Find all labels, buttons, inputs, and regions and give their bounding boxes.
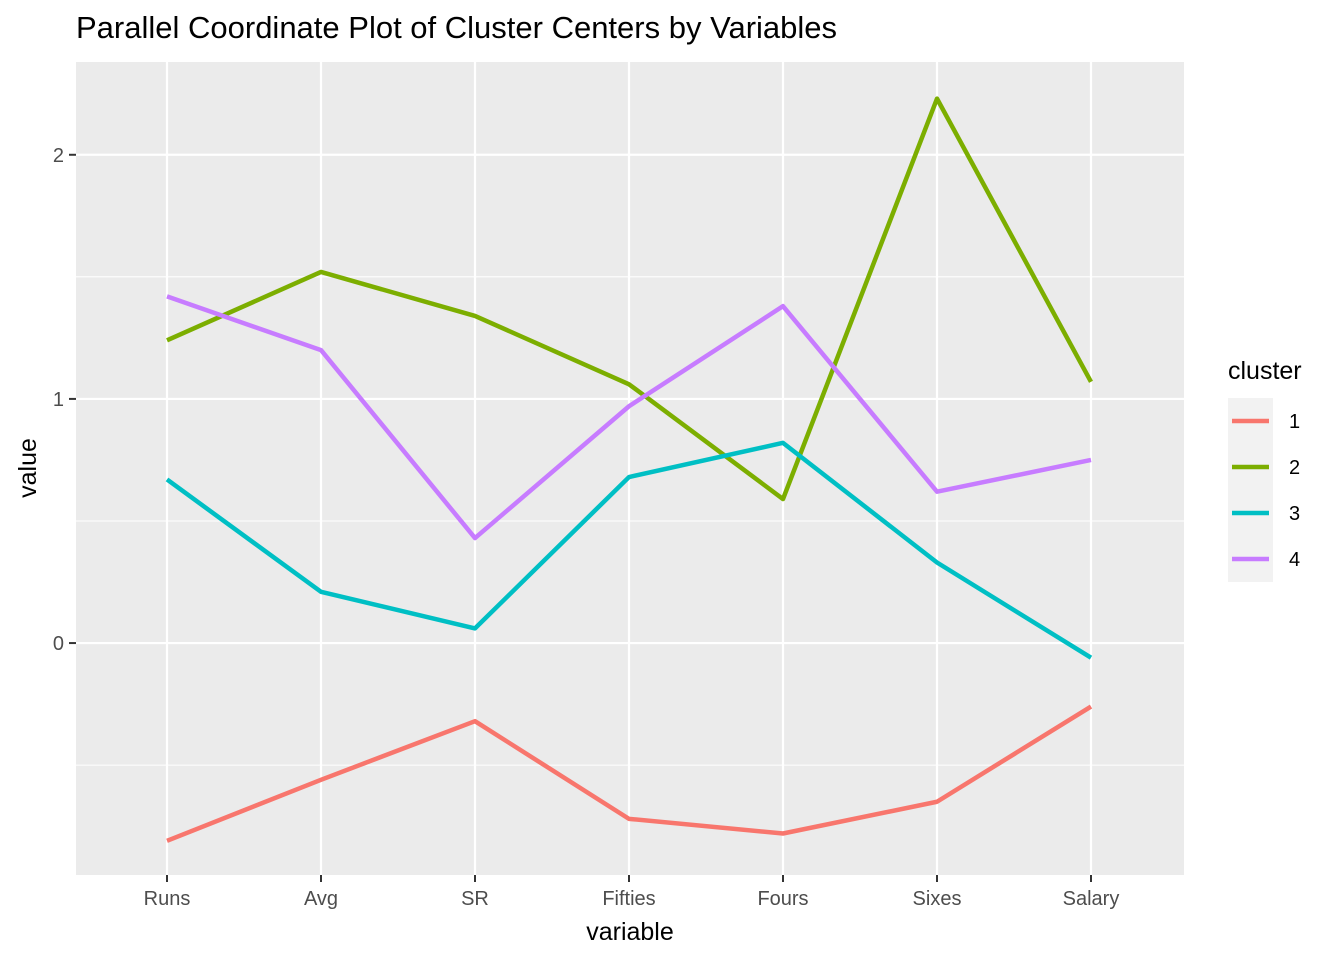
y-tick-label: 1 — [53, 389, 64, 411]
major-gridlines — [76, 62, 1184, 875]
x-tick-label: Runs — [144, 888, 191, 910]
x-tick-label: Fours — [757, 888, 808, 910]
x-tick-label: Avg — [304, 888, 338, 910]
chart-title: Parallel Coordinate Plot of Cluster Cent… — [76, 10, 837, 45]
x-tick-label: Salary — [1063, 888, 1120, 910]
y-axis-title: value — [14, 438, 42, 498]
legend-label: 4 — [1289, 549, 1300, 571]
x-tick-label: Fifties — [602, 888, 655, 910]
y-tick-label: 2 — [53, 145, 64, 167]
series-line-cluster-2 — [166, 96, 1093, 502]
y-axis: 0 1 2 — [53, 145, 76, 655]
legend-label: 3 — [1289, 503, 1300, 525]
legend: cluster 1 2 3 4 — [1228, 357, 1302, 582]
series-line-cluster-1 — [166, 704, 1093, 843]
legend-title: cluster — [1228, 357, 1302, 385]
legend-label: 2 — [1289, 457, 1300, 479]
x-tick-label: SR — [461, 888, 489, 910]
x-tick-label: Sixes — [913, 888, 962, 910]
series-line-cluster-4 — [166, 294, 1092, 541]
series-line-cluster-3 — [165, 440, 1093, 660]
legend-label: 1 — [1289, 411, 1300, 433]
x-axis-title: variable — [586, 918, 674, 946]
series-lines — [165, 96, 1093, 843]
x-axis: Runs Avg SR Fifties Fours Sixes Salary — [144, 875, 1120, 910]
y-tick-label: 0 — [53, 633, 64, 655]
